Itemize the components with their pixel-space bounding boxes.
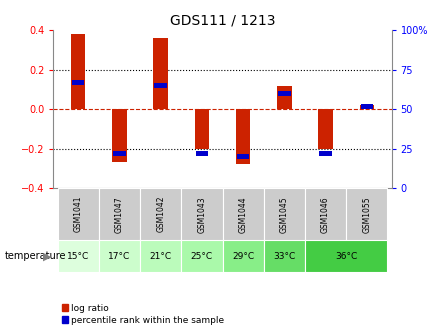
Bar: [194, 109, 209, 149]
Text: 17°C: 17°C: [108, 252, 130, 261]
Text: GSM1043: GSM1043: [198, 196, 206, 233]
Bar: [277, 86, 291, 109]
Bar: [305, 188, 346, 240]
Bar: [346, 188, 388, 240]
Text: 25°C: 25°C: [191, 252, 213, 261]
Bar: [57, 240, 99, 272]
Text: GSM1044: GSM1044: [239, 196, 247, 233]
Bar: [57, 188, 99, 240]
Bar: [278, 91, 291, 96]
Bar: [154, 38, 168, 109]
Bar: [236, 109, 251, 164]
Bar: [99, 188, 140, 240]
Bar: [320, 151, 332, 156]
Bar: [222, 240, 264, 272]
Text: temperature: temperature: [4, 251, 66, 261]
Text: 21°C: 21°C: [150, 252, 172, 261]
Bar: [113, 151, 125, 156]
Text: GSM1042: GSM1042: [156, 196, 165, 233]
Bar: [361, 103, 373, 109]
Bar: [264, 240, 305, 272]
Bar: [181, 188, 222, 240]
Text: ▶: ▶: [43, 251, 51, 261]
Text: 36°C: 36°C: [335, 252, 357, 261]
Text: GSM1046: GSM1046: [321, 196, 330, 233]
Text: GSM1045: GSM1045: [280, 196, 289, 233]
Title: GDS111 / 1213: GDS111 / 1213: [170, 14, 275, 28]
Bar: [264, 188, 305, 240]
Bar: [222, 188, 264, 240]
Text: GSM1047: GSM1047: [115, 196, 124, 233]
Bar: [181, 240, 222, 272]
Bar: [99, 240, 140, 272]
Text: 15°C: 15°C: [67, 252, 89, 261]
Bar: [140, 188, 181, 240]
Bar: [237, 154, 249, 159]
Bar: [305, 240, 388, 272]
Bar: [196, 151, 208, 156]
Text: GSM1041: GSM1041: [73, 196, 83, 233]
Bar: [140, 240, 181, 272]
Text: 33°C: 33°C: [273, 252, 295, 261]
Text: GSM1055: GSM1055: [362, 196, 372, 233]
Bar: [360, 105, 374, 109]
Bar: [72, 80, 84, 85]
Legend: log ratio, percentile rank within the sample: log ratio, percentile rank within the sa…: [58, 300, 228, 328]
Bar: [112, 109, 127, 163]
Bar: [154, 83, 167, 88]
Text: 29°C: 29°C: [232, 252, 254, 261]
Bar: [318, 109, 333, 149]
Bar: [71, 34, 85, 109]
